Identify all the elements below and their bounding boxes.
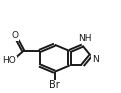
Text: Br: Br [49, 80, 60, 90]
Text: N: N [92, 55, 99, 64]
Text: HO: HO [3, 56, 16, 65]
Text: NH: NH [78, 34, 92, 43]
Text: O: O [12, 31, 19, 40]
